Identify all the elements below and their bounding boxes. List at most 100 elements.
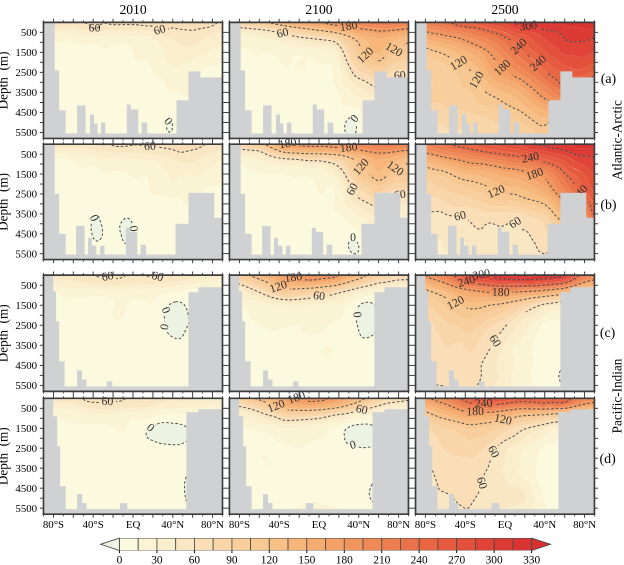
svg-text:Depth (m): Depth (m) [0, 173, 11, 231]
svg-text:0: 0 [87, 213, 102, 224]
svg-text:0: 0 [350, 230, 356, 244]
svg-text:240: 240 [411, 555, 428, 565]
svg-text:40°N: 40°N [347, 519, 370, 531]
svg-text:500: 500 [21, 280, 37, 292]
svg-text:180: 180 [278, 135, 298, 152]
svg-text:60: 60 [312, 288, 326, 304]
svg-text:80°N: 80°N [201, 519, 224, 531]
svg-text:180: 180 [466, 404, 484, 418]
svg-text:1500: 1500 [15, 169, 37, 181]
svg-text:300: 300 [519, 17, 538, 33]
svg-text:Depth (m): Depth (m) [0, 427, 11, 485]
svg-text:3500: 3500 [15, 87, 37, 99]
svg-text:Depth (m): Depth (m) [0, 51, 11, 109]
svg-text:(a): (a) [601, 72, 617, 87]
svg-text:5500: 5500 [15, 503, 37, 515]
svg-text:500: 500 [21, 149, 37, 161]
svg-text:2500: 2500 [15, 320, 37, 332]
svg-text:500: 500 [21, 403, 37, 415]
svg-text:60: 60 [89, 21, 101, 35]
svg-text:80°S: 80°S [43, 519, 64, 531]
svg-text:2500: 2500 [491, 2, 518, 17]
svg-text:300: 300 [471, 266, 491, 283]
svg-text:Pacific-Indian: Pacific-Indian [610, 358, 624, 433]
svg-text:4500: 4500 [15, 360, 37, 372]
svg-text:240: 240 [456, 272, 477, 290]
svg-text:60: 60 [101, 268, 115, 284]
svg-text:120: 120 [268, 277, 289, 296]
svg-text:180: 180 [524, 164, 545, 183]
svg-text:40°N: 40°N [161, 519, 184, 531]
svg-text:Atlantic-Arctic: Atlantic-Arctic [610, 100, 624, 180]
svg-text:60: 60 [355, 401, 370, 417]
svg-text:2010: 2010 [119, 2, 146, 17]
svg-text:5500: 5500 [15, 248, 37, 260]
svg-text:120: 120 [485, 181, 507, 201]
svg-text:60: 60 [189, 555, 201, 565]
svg-text:0: 0 [117, 555, 123, 565]
svg-text:4500: 4500 [15, 483, 37, 495]
svg-text:1500: 1500 [15, 423, 37, 435]
svg-text:270: 270 [448, 555, 465, 565]
svg-text:80°N: 80°N [573, 519, 596, 531]
svg-text:330: 330 [523, 555, 540, 565]
svg-text:60: 60 [485, 443, 503, 460]
svg-text:80°S: 80°S [415, 519, 436, 531]
svg-text:2500: 2500 [15, 189, 37, 201]
svg-text:0: 0 [127, 225, 142, 233]
svg-text:2100: 2100 [305, 2, 332, 17]
svg-text:60: 60 [144, 139, 157, 154]
svg-text:(c): (c) [600, 326, 616, 341]
svg-text:0: 0 [348, 437, 357, 452]
svg-text:4500: 4500 [15, 107, 37, 119]
svg-text:2500: 2500 [15, 67, 37, 79]
svg-text:40°S: 40°S [83, 519, 104, 531]
svg-text:120: 120 [265, 396, 287, 415]
svg-text:120: 120 [261, 555, 278, 565]
svg-text:0: 0 [157, 322, 172, 331]
svg-text:3500: 3500 [15, 340, 37, 352]
svg-text:EQ: EQ [126, 519, 141, 531]
svg-text:2500: 2500 [15, 443, 37, 455]
svg-text:60: 60 [101, 394, 114, 409]
svg-text:0: 0 [350, 311, 364, 318]
svg-text:1500: 1500 [15, 300, 37, 312]
svg-text:180: 180 [492, 285, 510, 299]
svg-text:5500: 5500 [15, 127, 37, 139]
svg-text:120: 120 [493, 410, 513, 427]
svg-text:5500: 5500 [15, 380, 37, 392]
svg-text:(b): (b) [600, 198, 617, 213]
svg-text:60: 60 [152, 21, 167, 38]
svg-text:3500: 3500 [15, 209, 37, 221]
svg-text:4500: 4500 [15, 229, 37, 241]
svg-text:Depth (m): Depth (m) [0, 304, 11, 362]
svg-text:EQ: EQ [312, 519, 327, 531]
svg-text:180: 180 [336, 555, 353, 565]
svg-text:30: 30 [151, 555, 163, 565]
svg-text:80°N: 80°N [387, 519, 410, 531]
svg-text:180: 180 [339, 139, 358, 155]
svg-text:60: 60 [474, 475, 491, 490]
svg-text:EQ: EQ [498, 519, 513, 531]
svg-text:240: 240 [474, 396, 492, 411]
svg-text:90: 90 [226, 555, 238, 565]
svg-text:60: 60 [150, 268, 165, 285]
svg-text:40°S: 40°S [455, 519, 476, 531]
svg-text:80°S: 80°S [229, 519, 250, 531]
svg-text:40°N: 40°N [533, 519, 556, 531]
svg-text:500: 500 [21, 27, 37, 39]
svg-text:180: 180 [339, 18, 359, 34]
svg-text:240: 240 [520, 149, 540, 166]
svg-text:40°S: 40°S [269, 519, 290, 531]
svg-text:(d): (d) [600, 452, 617, 467]
svg-text:210: 210 [373, 555, 390, 565]
svg-text:180: 180 [284, 269, 303, 285]
svg-text:300: 300 [486, 555, 503, 565]
svg-text:180: 180 [286, 388, 307, 407]
svg-text:60: 60 [275, 24, 290, 40]
svg-text:3500: 3500 [15, 463, 37, 475]
svg-text:1500: 1500 [15, 47, 37, 59]
svg-text:60: 60 [453, 207, 468, 224]
svg-text:150: 150 [298, 555, 315, 565]
svg-text:0: 0 [159, 305, 174, 315]
